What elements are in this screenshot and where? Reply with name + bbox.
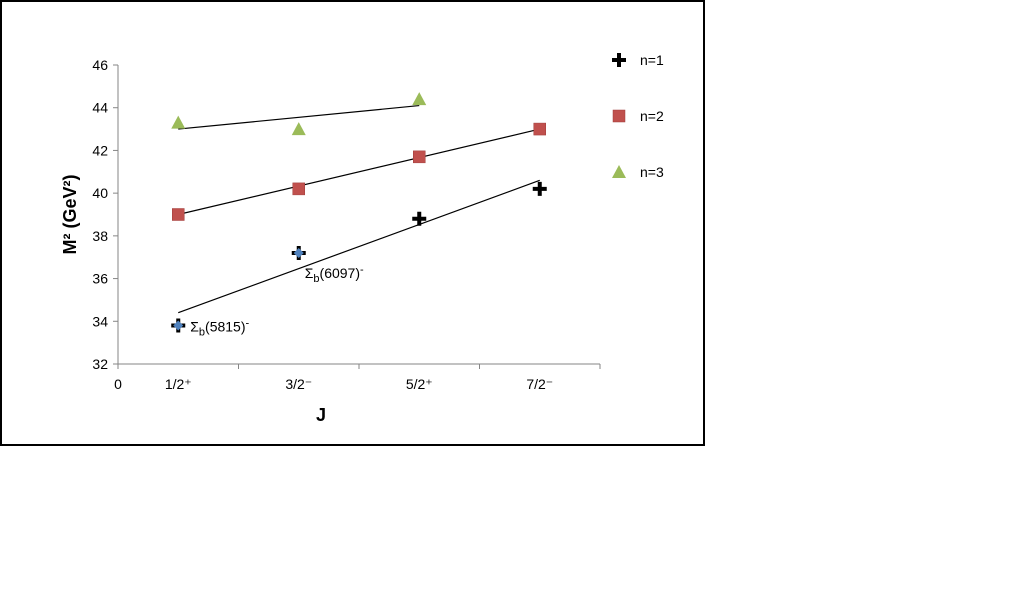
annotation-label: Σb(6097)- xyxy=(305,264,364,285)
legend-marker-n=2 xyxy=(612,109,626,123)
annotation-part: Σ xyxy=(190,319,199,335)
data-point-n=2 xyxy=(172,208,185,221)
y-tick-label: 42 xyxy=(92,142,108,158)
data-point-n=2 xyxy=(413,150,426,164)
y-axis-title: M² (GeV²) xyxy=(60,175,80,255)
legend-label: n=1 xyxy=(640,52,664,68)
annotation-part: (5815) xyxy=(205,319,245,335)
data-point-n=2 xyxy=(292,182,305,196)
trend-line-n=1 xyxy=(178,179,540,314)
experimental-point xyxy=(293,247,304,258)
data-point-n=3 xyxy=(291,122,306,136)
x-tick-label: 1/2⁺ xyxy=(165,376,192,392)
x-tick-label: 7/2⁻ xyxy=(526,376,553,392)
legend-marker-n=3 xyxy=(612,165,626,178)
legend-marker-n=1 xyxy=(612,53,626,67)
data-point-n=2 xyxy=(533,122,546,136)
y-tick-label: 32 xyxy=(92,356,108,372)
experimental-point xyxy=(173,320,184,331)
x-tick-label: 5/2⁺ xyxy=(406,376,433,392)
y-tick-label: 36 xyxy=(92,271,108,287)
x-origin-label: 0 xyxy=(114,376,122,392)
annotation-part: (6097) xyxy=(320,265,360,281)
legend-label: n=2 xyxy=(640,108,664,124)
y-tick-label: 44 xyxy=(92,100,108,116)
annotation-part: b xyxy=(313,273,319,285)
data-point-n=1 xyxy=(412,211,427,226)
data-point-n=3 xyxy=(171,115,186,129)
x-axis-title: J xyxy=(316,405,326,425)
x-tick-label: 3/2⁻ xyxy=(285,376,312,392)
data-point-n=3 xyxy=(412,92,427,106)
annotation-part: b xyxy=(199,327,205,339)
legend-label: n=3 xyxy=(640,164,664,180)
annotation-part: - xyxy=(360,264,364,276)
y-tick-label: 40 xyxy=(92,185,108,201)
y-tick-label: 46 xyxy=(92,57,108,73)
y-tick-label: 34 xyxy=(92,313,108,329)
data-point-n=1 xyxy=(532,181,547,196)
trend-line-n=2 xyxy=(178,128,540,216)
annotation-part: - xyxy=(246,318,250,330)
annotation-part: Σ xyxy=(305,265,314,281)
y-tick-label: 38 xyxy=(92,228,108,244)
annotation-label: Σb(5815)- xyxy=(190,318,249,339)
trend-line-n=3 xyxy=(178,104,420,130)
